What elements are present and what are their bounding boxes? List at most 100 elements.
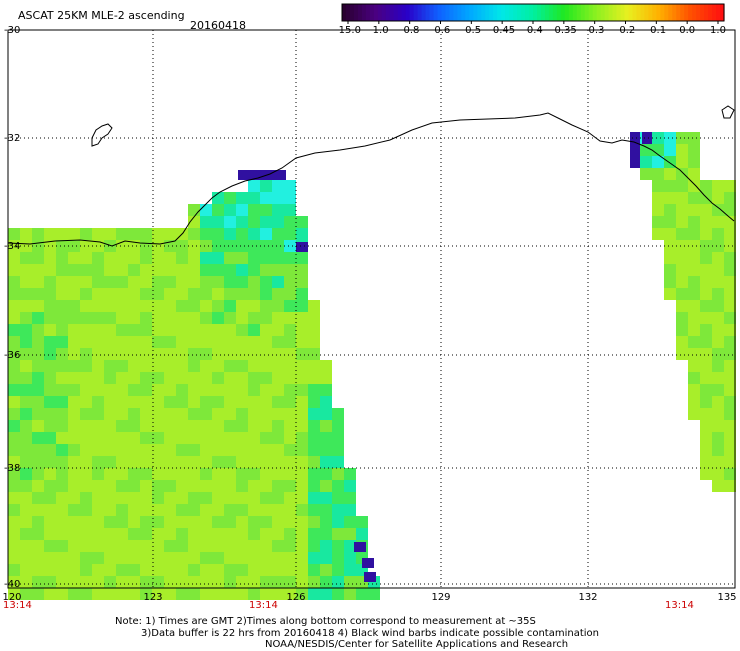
colorbar-label: -0.2 <box>615 25 636 36</box>
wind-cell <box>80 372 92 384</box>
wind-cell <box>712 432 724 444</box>
wind-cell <box>8 312 20 324</box>
wind-cell <box>56 336 68 348</box>
wind-cell <box>652 144 664 156</box>
wind-cell <box>140 504 152 516</box>
wind-cell <box>284 432 296 444</box>
wind-cell <box>212 372 224 384</box>
wind-cell <box>320 384 332 396</box>
wind-cell <box>308 468 320 480</box>
wind-cell <box>44 252 56 264</box>
wind-cell <box>724 444 736 456</box>
wind-cell <box>104 504 116 516</box>
wind-cell <box>128 408 140 420</box>
wind-cell <box>32 384 44 396</box>
wind-cell <box>92 324 104 336</box>
wind-cell <box>356 528 368 540</box>
wind-cell <box>116 432 128 444</box>
wind-cell <box>20 528 32 540</box>
colorbar-segment <box>552 4 558 21</box>
wind-cell <box>92 432 104 444</box>
wind-cell <box>80 408 92 420</box>
wind-cell <box>688 132 700 144</box>
wind-cell <box>104 372 116 384</box>
wind-cell <box>140 552 152 564</box>
wind-cell <box>44 468 56 480</box>
wind-cell <box>44 444 56 456</box>
colorbar-segment <box>445 4 451 21</box>
colorbar-segment <box>393 4 399 21</box>
wind-cell <box>188 516 200 528</box>
wind-cell <box>236 216 248 228</box>
wind-cell <box>44 396 56 408</box>
wind-cell <box>700 264 712 276</box>
wind-cell <box>724 408 736 420</box>
wind-cell <box>332 516 344 528</box>
wind-cell <box>152 336 164 348</box>
wind-cell <box>260 396 272 408</box>
wind-cell <box>248 528 260 540</box>
wind-cell <box>272 228 284 240</box>
colorbar-label: -0.45 <box>489 25 516 36</box>
wind-cell <box>104 540 116 552</box>
wind-cell <box>104 444 116 456</box>
wind-cell <box>236 492 248 504</box>
wind-cell <box>248 432 260 444</box>
wind-cell <box>200 468 212 480</box>
wind-cell <box>44 540 56 552</box>
wind-cell <box>308 564 320 576</box>
wind-cell <box>44 300 56 312</box>
wind-cell <box>104 468 116 480</box>
wind-cell <box>32 240 44 252</box>
wind-cell <box>200 216 212 228</box>
colorbar-segment <box>349 4 355 21</box>
wind-cell <box>248 456 260 468</box>
wind-cell <box>56 384 68 396</box>
map-frame <box>7 29 736 589</box>
wind-cell <box>284 492 296 504</box>
wind-cell <box>68 564 80 576</box>
wind-cell <box>200 480 212 492</box>
wind-cell <box>44 276 56 288</box>
wind-cell <box>8 336 20 348</box>
wind-cell <box>140 516 152 528</box>
wind-cell <box>296 324 308 336</box>
wind-cell <box>332 456 344 468</box>
wind-cell <box>152 432 164 444</box>
wind-cell <box>224 252 236 264</box>
wind-cell <box>676 204 688 216</box>
wind-cell <box>356 516 368 528</box>
wind-cell <box>260 264 272 276</box>
wind-cell <box>724 216 736 228</box>
wind-cell <box>200 336 212 348</box>
wind-cell <box>700 444 712 456</box>
wind-cell <box>44 240 56 252</box>
wind-cell <box>140 324 152 336</box>
wind-cell <box>20 540 32 552</box>
wind-cell <box>236 336 248 348</box>
wind-cell <box>20 252 32 264</box>
colorbar-segment <box>620 4 626 21</box>
wind-cell <box>320 420 332 432</box>
wind-cell <box>284 528 296 540</box>
wind-cell <box>104 408 116 420</box>
wind-cell <box>724 336 736 348</box>
wind-cell <box>308 324 320 336</box>
wind-cell <box>176 444 188 456</box>
wind-cell <box>140 252 152 264</box>
wind-cell <box>152 516 164 528</box>
wind-cell <box>164 528 176 540</box>
wind-cell <box>80 552 92 564</box>
wind-cell <box>20 384 32 396</box>
wind-cell <box>248 336 260 348</box>
wind-cell <box>140 228 152 240</box>
wind-cell <box>260 216 272 228</box>
lat-label: -40 <box>4 579 21 590</box>
colorbar-segment <box>608 4 614 21</box>
wind-cell <box>188 324 200 336</box>
colorbar-segment <box>449 4 455 21</box>
wind-cell <box>212 360 224 372</box>
wind-cell <box>248 348 260 360</box>
wind-cell <box>44 408 56 420</box>
wind-cell <box>676 324 688 336</box>
